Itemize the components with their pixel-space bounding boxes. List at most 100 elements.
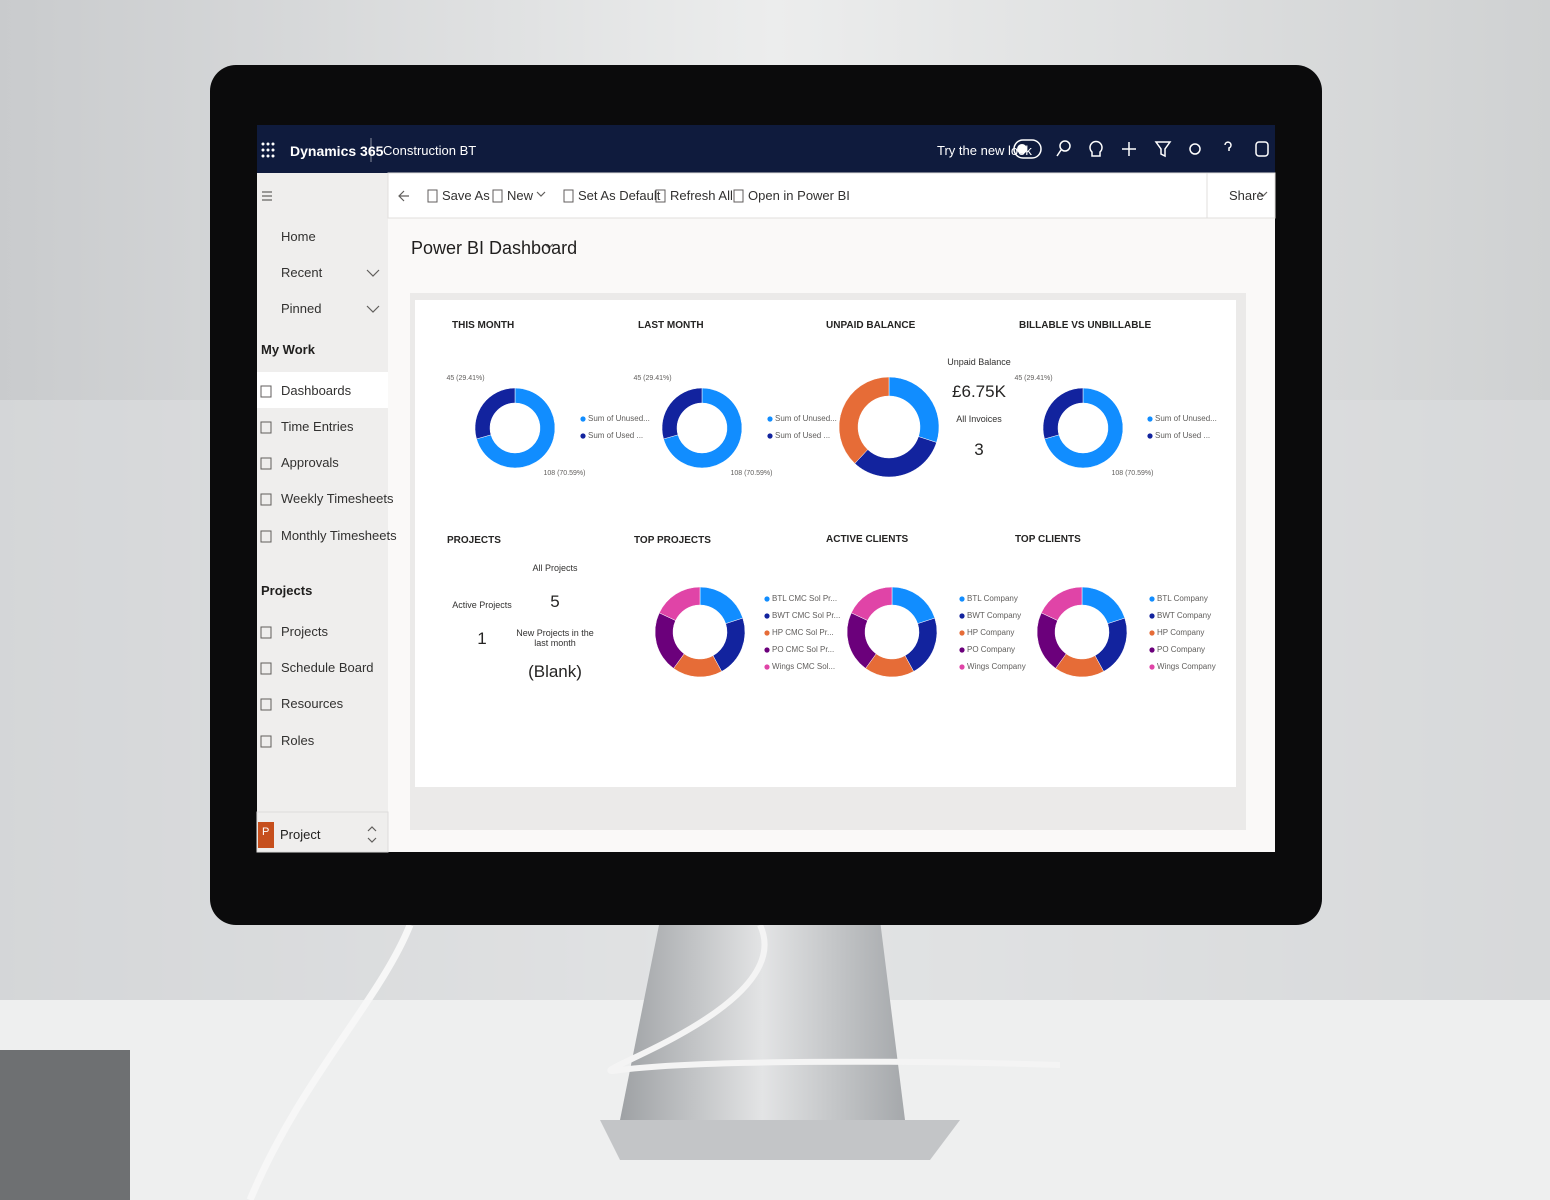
- data-label: 108 (70.59%): [543, 470, 586, 477]
- visual-title: BILLABLE VS UNBILLABLE: [1019, 320, 1152, 331]
- nav-item[interactable]: Schedule Board: [281, 660, 374, 675]
- toggle[interactable]: [1013, 139, 1042, 159]
- top-bar: [257, 125, 1275, 173]
- legend-entry: Sum of Used ...: [588, 431, 644, 440]
- sidebar: [257, 173, 388, 852]
- nav-icon: [260, 662, 272, 675]
- legend-entry: BTL Company: [1157, 594, 1208, 603]
- cable: [246, 923, 414, 1200]
- donut-segment: [663, 387, 743, 469]
- donut-segment: [1081, 586, 1126, 624]
- nav-item[interactable]: Weekly Timesheets: [281, 491, 394, 506]
- area-name[interactable]: Construction BT: [383, 143, 477, 158]
- legend-swatch: [959, 664, 965, 670]
- legend-entry: Sum of Unused...: [1155, 414, 1217, 423]
- legend-entry: BWT Company: [967, 611, 1022, 620]
- nav-item[interactable]: Dashboards: [281, 383, 352, 398]
- legend-swatch: [764, 630, 770, 636]
- nav-icon: [260, 493, 272, 506]
- area-icon-letter: P: [262, 826, 270, 838]
- nav-item[interactable]: Approvals: [281, 455, 339, 470]
- data-label: 108 (70.59%): [730, 470, 773, 477]
- legend-entry: Sum of Unused...: [588, 414, 650, 423]
- card-label: Active Projects: [452, 600, 512, 610]
- nav-item[interactable]: Pinned: [281, 301, 322, 316]
- card-label: Unpaid Balance: [947, 357, 1011, 367]
- command-button[interactable]: Refresh All: [670, 188, 733, 203]
- legend-entry: Wings CMC Sol...: [772, 662, 836, 671]
- command-button[interactable]: Set As Default: [578, 188, 661, 203]
- nav-item[interactable]: Roles: [281, 733, 315, 748]
- nav-item[interactable]: Resources: [281, 696, 344, 711]
- legend-entry: Wings Company: [967, 662, 1026, 671]
- nav-icon: [260, 421, 272, 434]
- legend-entry: Sum of Unused...: [775, 414, 837, 423]
- legend-swatch: [767, 433, 773, 439]
- donut-segment: [661, 387, 703, 440]
- share-button[interactable]: Share: [1229, 188, 1264, 203]
- visual-title: THIS MONTH: [452, 320, 515, 331]
- command-button[interactable]: New: [507, 188, 534, 203]
- legend-swatch: [764, 664, 770, 670]
- legend-entry: BTL Company: [967, 594, 1018, 603]
- card-value: 1: [477, 629, 487, 648]
- legend-swatch: [959, 647, 965, 653]
- area-switch: [256, 811, 389, 853]
- legend-swatch: [1147, 433, 1153, 439]
- legend-swatch: [767, 416, 773, 422]
- legend-swatch: [764, 596, 770, 602]
- app-launcher: [261, 142, 275, 158]
- legend-swatch: [764, 647, 770, 653]
- command-icon: [492, 189, 503, 203]
- legend-entry: PO CMC Sol Pr...: [772, 645, 835, 654]
- nav-icon: [260, 626, 272, 639]
- legend-swatch: [764, 613, 770, 619]
- nav-item[interactable]: Projects: [281, 624, 328, 639]
- legend-entry: PO Company: [1157, 645, 1206, 654]
- visual-title: TOP CLIENTS: [1015, 534, 1081, 545]
- visual-title: UNPAID BALANCE: [826, 320, 916, 331]
- toggle-knob: [1017, 144, 1027, 154]
- stand-base: [600, 1120, 960, 1160]
- donut-segment: [850, 586, 893, 621]
- app-name[interactable]: Dynamics 365: [290, 143, 384, 159]
- command-button[interactable]: Open in Power BI: [748, 188, 850, 203]
- donut-segment: [1094, 617, 1128, 672]
- data-label: 45 (29.41%): [633, 375, 672, 383]
- nav-item[interactable]: Recent: [281, 265, 323, 280]
- donut-segment: [699, 586, 744, 624]
- nav-item[interactable]: Monthly Timesheets: [281, 528, 397, 543]
- card-value: 5: [550, 592, 560, 611]
- donut-segment: [1042, 387, 1084, 440]
- visual-title: ACTIVE CLIENTS: [826, 534, 909, 545]
- legend-swatch: [1149, 630, 1155, 636]
- donut-segment: [1044, 387, 1124, 469]
- try-new-look[interactable]: Try the new look: [937, 143, 1032, 158]
- legend-swatch: [1149, 664, 1155, 670]
- dashboard-title[interactable]: Power BI Dashboard: [411, 238, 578, 258]
- command-button[interactable]: Save As: [442, 188, 490, 203]
- donut-segment: [854, 436, 937, 478]
- nav-selected: [257, 372, 388, 408]
- legend-entry: BWT CMC Sol Pr...: [772, 611, 841, 620]
- legend-swatch: [959, 613, 965, 619]
- card-value: (Blank): [528, 662, 582, 681]
- nav-item[interactable]: Time Entries: [281, 419, 354, 434]
- report-canvas: [415, 300, 1236, 787]
- legend-entry: Sum of Used ...: [775, 431, 831, 440]
- nav-section-title: My Work: [261, 342, 315, 357]
- donut-segment: [904, 617, 938, 672]
- legend-swatch: [1149, 647, 1155, 653]
- legend-entry: HP CMC Sol Pr...: [772, 628, 834, 637]
- donut-segment: [654, 612, 685, 669]
- nav-section-title: Projects: [261, 583, 313, 598]
- area-switch-label[interactable]: Project: [280, 827, 321, 842]
- nav-item[interactable]: Home: [281, 229, 316, 244]
- legend-swatch: [580, 416, 586, 422]
- legend-swatch: [1147, 416, 1153, 422]
- legend-entry: BWT Company: [1157, 611, 1212, 620]
- nav-icon: [260, 385, 272, 398]
- legend-swatch: [1149, 613, 1155, 619]
- legend-entry: BTL CMC Sol Pr...: [772, 594, 838, 603]
- card-label: All Invoices: [956, 414, 1002, 424]
